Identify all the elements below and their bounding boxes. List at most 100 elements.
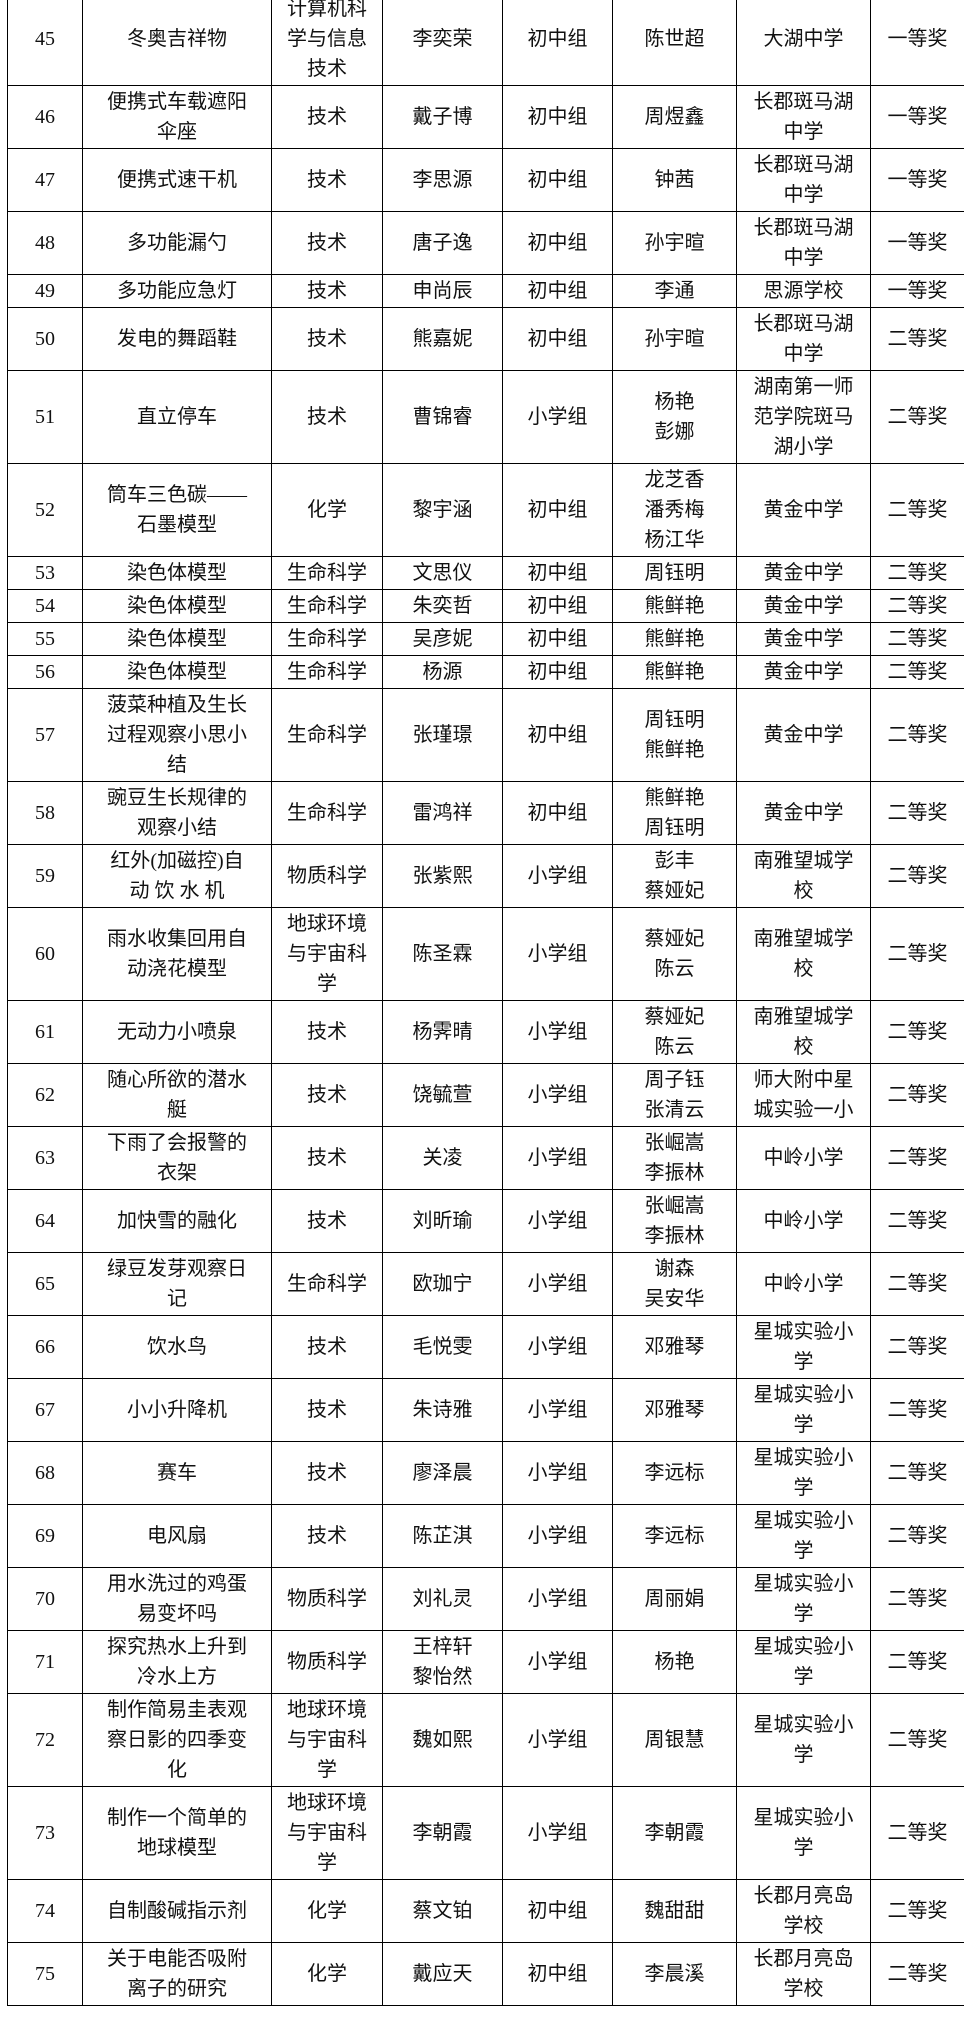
award: 二等奖 [870, 1378, 964, 1442]
project-name: 电风扇 [82, 1504, 272, 1568]
project-name: 便携式车载遮阳伞座 [82, 85, 272, 149]
tutor: 李晨溪 [612, 1942, 737, 2006]
group: 小学组 [502, 1189, 613, 1253]
school: 星城实验小学 [736, 1441, 871, 1505]
table-row: 46 便携式车载遮阳伞座 技术 戴子博 初中组 周煜鑫 长郡斑马湖中学 一等奖 [7, 85, 964, 149]
category: 地球环境与宇宙科学 [271, 1786, 383, 1880]
project-name: 染色体模型 [82, 589, 272, 623]
tutor: 熊鲜艳 [612, 622, 737, 656]
name-line: 黎怡然 [412, 1666, 473, 1688]
category: 技术 [271, 1063, 383, 1127]
award: 二等奖 [870, 1504, 964, 1568]
name-line: 彭娜 [654, 421, 695, 443]
name-line: 蔡娅妃 [644, 1006, 705, 1028]
group: 初中组 [502, 148, 613, 212]
row-number: 47 [7, 148, 83, 212]
row-number: 57 [7, 688, 83, 782]
group: 小学组 [502, 1063, 613, 1127]
table-row: 63 下雨了会报警的衣架 技术 关凌 小学组 张崛嵩 李振林 中岭小学 二等奖 [7, 1126, 964, 1190]
row-number: 56 [7, 655, 83, 689]
award: 二等奖 [870, 463, 964, 557]
school: 思源学校 [736, 274, 871, 308]
project-name: 红外(加磁控)自动 饮 水 机 [82, 844, 272, 908]
group: 初中组 [502, 211, 613, 275]
table-row: 59 红外(加磁控)自动 饮 水 机物质科学 张紫熙 小学组 彭丰 蔡娅妃 南雅望城学校 二等… [7, 844, 964, 908]
group: 初中组 [502, 1942, 613, 2006]
name-line: 潘秀梅 [644, 499, 705, 521]
category: 技术 [271, 1000, 383, 1064]
school: 黄金中学 [736, 781, 871, 845]
group: 小学组 [502, 1693, 613, 1787]
category: 技术 [271, 1504, 383, 1568]
category: 技术 [271, 370, 383, 464]
school: 星城实验小学 [736, 1315, 871, 1379]
project-name: 自制酸碱指示剂 [82, 1879, 272, 1943]
award: 二等奖 [870, 1000, 964, 1064]
row-number: 65 [7, 1252, 83, 1316]
student: 廖泽晨 [382, 1441, 503, 1505]
school: 星城实验小学 [736, 1693, 871, 1787]
group: 初中组 [502, 655, 613, 689]
tutor: 李远标 [612, 1441, 737, 1505]
group: 初中组 [502, 556, 613, 590]
row-number: 70 [7, 1567, 83, 1631]
tutor: 周钰明 [612, 556, 737, 590]
table-row: 74 自制酸碱指示剂 化学 蔡文铂 初中组 魏甜甜 长郡月亮岛学校 二等奖 [7, 1879, 964, 1943]
row-number: 63 [7, 1126, 83, 1190]
student: 文思仪 [382, 556, 503, 590]
table-row: 60 雨水收集回用自动浇花模型 地球环境与宇宙科学 陈圣霖 小学组 蔡娅妃 陈云 南雅望城学校… [7, 907, 964, 1001]
tutor: 张崛嵩 李振林 [612, 1126, 737, 1190]
row-number: 59 [7, 844, 83, 908]
name-line: 杨江华 [644, 529, 705, 551]
award: 二等奖 [870, 589, 964, 623]
student: 朱奕哲 [382, 589, 503, 623]
student: 杨霁晴 [382, 1000, 503, 1064]
category: 物质科学 [271, 844, 383, 908]
student: 关凌 [382, 1126, 503, 1190]
table-row: 65 绿豆发芽观察日记 生命科学 欧珈宁 小学组 谢森 吴安华 中岭小学 二等奖 [7, 1252, 964, 1316]
award: 一等奖 [870, 274, 964, 308]
project-name: 绿豆发芽观察日记 [82, 1252, 272, 1316]
tutor: 孙宇暄 [612, 211, 737, 275]
group: 小学组 [502, 370, 613, 464]
row-number: 74 [7, 1879, 83, 1943]
student: 王梓轩 黎怡然 [382, 1630, 503, 1694]
tutor: 李远标 [612, 1504, 737, 1568]
tutor: 邓雅琴 [612, 1378, 737, 1442]
table-row: 75 关于电能否吸附离子的研究 化学 戴应天 初中组 李晨溪 长郡月亮岛学校 二等奖 [7, 1942, 964, 2006]
award: 二等奖 [870, 844, 964, 908]
tutor: 龙芝香 潘秀梅 杨江华 [612, 463, 737, 557]
group: 初中组 [502, 274, 613, 308]
row-number: 72 [7, 1693, 83, 1787]
award: 二等奖 [870, 307, 964, 371]
student: 杨源 [382, 655, 503, 689]
project-name: 饮水鸟 [82, 1315, 272, 1379]
category: 技术 [271, 148, 383, 212]
group: 初中组 [502, 463, 613, 557]
award: 一等奖 [870, 211, 964, 275]
tutor: 周煜鑫 [612, 85, 737, 149]
student: 李思源 [382, 148, 503, 212]
table-row: 62 随心所欲的潜水艇 技术 饶毓萱 小学组 周子钰 张清云 师大附中星城实验一小 二等奖 [7, 1063, 964, 1127]
row-number: 53 [7, 556, 83, 590]
name-line: 熊鲜艳 [644, 787, 705, 809]
school: 黄金中学 [736, 556, 871, 590]
award: 一等奖 [870, 0, 964, 86]
category: 技术 [271, 1189, 383, 1253]
row-number: 71 [7, 1630, 83, 1694]
project-name: 探究热水上升到冷水上方 [82, 1630, 272, 1694]
group: 小学组 [502, 1252, 613, 1316]
school: 长郡斑马湖中学 [736, 307, 871, 371]
group: 小学组 [502, 1315, 613, 1379]
category: 生命科学 [271, 781, 383, 845]
category: 技术 [271, 1126, 383, 1190]
name-line: 李振林 [644, 1162, 705, 1184]
school: 中岭小学 [736, 1189, 871, 1253]
tutor: 孙宇暄 [612, 307, 737, 371]
student: 饶毓萱 [382, 1063, 503, 1127]
tutor: 李通 [612, 274, 737, 308]
project-name: 小小升降机 [82, 1378, 272, 1442]
group: 小学组 [502, 907, 613, 1001]
award: 二等奖 [870, 556, 964, 590]
